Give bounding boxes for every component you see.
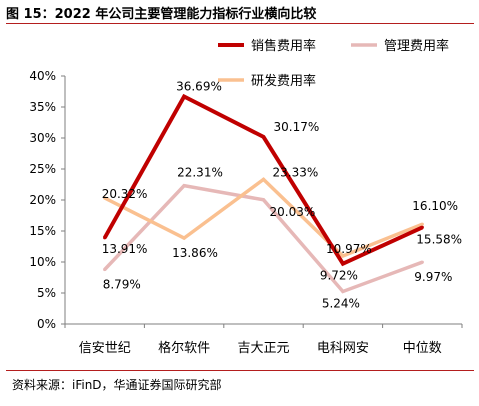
data-label: 8.79%	[103, 278, 141, 292]
data-label: 13.91%	[102, 242, 148, 256]
data-label: 20.32%	[102, 187, 148, 201]
data-point	[182, 94, 186, 99]
x-tick-label: 信安世纪	[79, 341, 131, 356]
x-tick-label: 电科网安	[317, 341, 369, 356]
data-label: 15.58%	[416, 232, 462, 246]
data-point	[182, 236, 186, 240]
data-point	[103, 267, 107, 272]
data-label: 9.72%	[320, 269, 358, 283]
x-tick-label: 吉大正元	[237, 341, 289, 356]
data-point	[341, 289, 345, 294]
source-note: 资料来源：iFinD，华通证券国际研究部	[12, 378, 222, 392]
line-chart: 0% 5% 10% 15% 20% 25% 30% 35% 40% 信安世纪 格尔软件 吉大正元 电科网…	[29, 38, 463, 356]
source-divider	[6, 370, 474, 371]
x-tick-label: 中位数	[403, 341, 442, 356]
data-label: 23.33%	[273, 165, 319, 179]
data-point	[420, 225, 424, 230]
y-tick-label: 30%	[29, 131, 56, 145]
data-label: 20.03%	[270, 205, 316, 219]
y-tick-label: 35%	[29, 100, 56, 114]
data-label: 13.86%	[172, 246, 218, 260]
data-label: 5.24%	[322, 297, 360, 311]
y-tick-label: 15%	[29, 224, 56, 238]
data-point	[261, 135, 266, 139]
y-tick-label: 40%	[29, 69, 56, 83]
legend-label: 研发费用率	[251, 73, 316, 89]
data-label: 10.97%	[326, 242, 372, 256]
data-point	[182, 184, 186, 188]
y-tick-label: 5%	[37, 286, 56, 300]
data-point	[420, 222, 424, 226]
chart-data-labels: 13.91% 36.69% 30.17% 9.72% 15.58% 8.79% 22.31%…	[102, 80, 462, 311]
data-label: 9.97%	[414, 270, 452, 284]
data-point	[261, 177, 266, 181]
legend-label: 销售费用率	[251, 38, 316, 54]
data-label: 36.69%	[176, 80, 222, 94]
series-line	[103, 183, 423, 294]
title-divider	[6, 23, 474, 24]
data-point	[103, 196, 107, 200]
data-label: 22.31%	[177, 166, 223, 180]
chart-axes: 0% 5% 10% 15% 20% 25% 30% 35% 40% 信安世纪 格尔软件 吉大正元 电科网…	[29, 69, 463, 356]
y-tick-label: 20%	[29, 193, 56, 207]
figure-title: 图 15：2022 年公司主要管理能力指标行业横向比较	[6, 7, 317, 22]
y-tick-label: 0%	[37, 317, 56, 331]
x-tick-label: 格尔软件	[158, 340, 210, 356]
data-point	[261, 198, 266, 202]
chart-series-lines	[102, 93, 424, 294]
y-tick-label: 10%	[29, 255, 56, 269]
data-label: 16.10%	[412, 199, 458, 213]
data-label: 30.17%	[274, 120, 320, 134]
legend-label: 管理费用率	[384, 38, 449, 54]
data-point	[341, 262, 345, 266]
y-tick-label: 25%	[29, 162, 56, 176]
data-point	[341, 254, 345, 258]
data-point	[103, 236, 107, 240]
data-point	[420, 260, 424, 264]
